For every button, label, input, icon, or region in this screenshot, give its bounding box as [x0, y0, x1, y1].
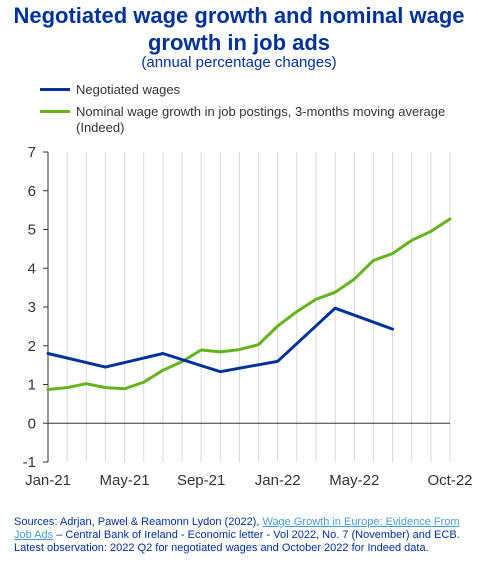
y-tick-label: 7: [28, 144, 36, 161]
chart-legend: Negotiated wages Nominal wage growth in …: [40, 82, 470, 142]
y-tick-label: 1: [28, 377, 36, 394]
sources-suffix: – Central Bank of Ireland - Economic let…: [53, 529, 460, 541]
x-tick-label: Sep-21: [177, 472, 225, 489]
y-tick-label: 0: [28, 415, 36, 432]
chart-subtitle: (annual percentage changes): [141, 54, 337, 71]
y-tick-label: -1: [23, 454, 36, 471]
x-tick-label: Oct-22: [427, 472, 472, 489]
x-tick-label: May-22: [329, 472, 379, 489]
chart-title: Negotiated wage growth and nominal wage …: [13, 3, 465, 55]
legend-swatch-indeed: [40, 110, 70, 113]
line-chart: -1 0 1 2 3 4 5 6 7 Jan-21 May-21 Sep-21 Jan-22 May-22…: [23, 144, 473, 489]
legend-item-indeed: Nominal wage growth in job postings, 3-m…: [40, 104, 470, 136]
legend-item-negotiated: Negotiated wages: [40, 82, 470, 98]
y-tick-label: 2: [28, 338, 36, 355]
x-tick-label: Jan-21: [25, 472, 71, 489]
series-line-indeed-wages: [46, 217, 452, 391]
y-tick-label: 5: [28, 222, 36, 239]
x-tick-label: Jan-22: [255, 472, 301, 489]
y-tick-label: 3: [28, 299, 36, 316]
sources-prefix: Sources: Adrjan, Pawel & Reamonn Lydon (…: [14, 516, 263, 528]
legend-label-indeed: Nominal wage growth in job postings, 3-m…: [76, 104, 446, 135]
y-tick-label: 6: [28, 183, 36, 200]
sources-note: Sources: Adrjan, Pawel & Reamonn Lydon (…: [14, 516, 469, 555]
legend-swatch-negotiated: [40, 88, 70, 91]
x-tick-label: May-21: [100, 472, 150, 489]
y-tick-label: 4: [28, 260, 36, 277]
sources-link[interactable]: Wage Growth in Europe: Evidence From Job…: [14, 516, 460, 541]
legend-label-negotiated: Negotiated wages: [76, 82, 181, 97]
series-line-negotiated-wages: [46, 306, 395, 374]
latest-observation: Latest observation: 2022 Q2 for negotiat…: [14, 542, 429, 554]
